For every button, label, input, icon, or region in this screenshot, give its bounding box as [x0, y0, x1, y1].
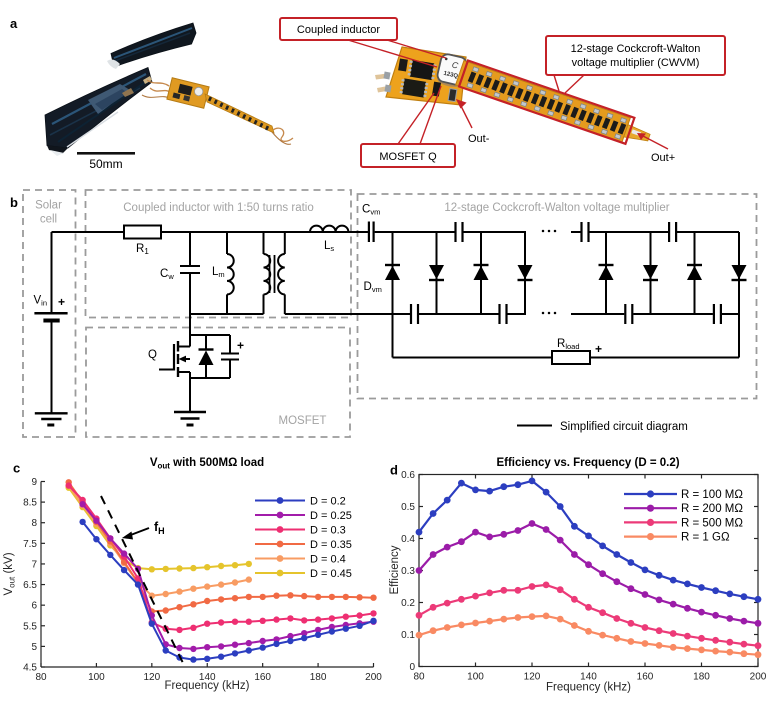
- svg-text:5.5: 5.5: [23, 621, 37, 632]
- svg-text:Frequency (kHz): Frequency (kHz): [165, 680, 250, 692]
- svg-text:Rload: Rload: [557, 338, 580, 351]
- svg-text:0.2: 0.2: [401, 598, 415, 609]
- svg-text:Vin: Vin: [34, 295, 48, 308]
- svg-text:d: d: [390, 463, 398, 478]
- svg-text:voltage multiplier (CWVM): voltage multiplier (CWVM): [572, 57, 700, 69]
- svg-text:100: 100: [467, 672, 484, 683]
- svg-text:Lm: Lm: [212, 266, 225, 279]
- svg-text:a: a: [10, 16, 18, 31]
- svg-text:MOSFET: MOSFET: [279, 415, 327, 427]
- svg-text:R = 1 GΩ: R = 1 GΩ: [681, 532, 730, 544]
- svg-text:D = 0.35: D = 0.35: [310, 539, 352, 551]
- svg-text:Cw: Cw: [160, 268, 174, 281]
- svg-text:180: 180: [693, 672, 710, 683]
- svg-text:fH: fH: [154, 520, 165, 536]
- svg-text:200: 200: [365, 672, 382, 683]
- svg-text:C: C: [451, 60, 460, 71]
- svg-text:R = 200 MΩ: R = 200 MΩ: [681, 503, 743, 515]
- svg-text:D = 0.3: D = 0.3: [310, 525, 346, 537]
- svg-text:Out-: Out-: [468, 133, 490, 145]
- svg-text:b: b: [10, 195, 18, 210]
- svg-text:D = 0.45: D = 0.45: [310, 568, 352, 580]
- svg-text:Vout with 500MΩ load: Vout with 500MΩ load: [150, 457, 264, 471]
- svg-text:0.4: 0.4: [401, 534, 415, 545]
- svg-text:12-stage Cockcroft-Walton: 12-stage Cockcroft-Walton: [571, 43, 701, 55]
- svg-text:100: 100: [88, 672, 105, 683]
- svg-text:Cvm: Cvm: [362, 204, 380, 217]
- svg-text:0: 0: [409, 662, 415, 673]
- svg-text:160: 160: [637, 672, 654, 683]
- svg-text:Coupled inductor: Coupled inductor: [297, 24, 381, 36]
- svg-text:9: 9: [31, 477, 37, 488]
- svg-text:140: 140: [580, 672, 597, 683]
- svg-text:+: +: [237, 339, 244, 353]
- svg-text:0.1: 0.1: [401, 630, 415, 641]
- svg-text:Ls: Ls: [324, 240, 334, 253]
- svg-text:0.6: 0.6: [401, 470, 415, 481]
- svg-text:Efficiency vs. Frequency (D =: Efficiency vs. Frequency (D = 0.2): [496, 457, 679, 469]
- svg-text:D = 0.2: D = 0.2: [310, 496, 346, 508]
- svg-text:D = 0.4: D = 0.4: [310, 554, 346, 566]
- svg-text:160: 160: [254, 672, 271, 683]
- svg-text:200: 200: [750, 672, 767, 683]
- svg-text:5: 5: [31, 642, 37, 653]
- svg-text:Coupled inductor with 1:50 tur: Coupled inductor with 1:50 turns ratio: [123, 202, 314, 214]
- svg-text:R = 100 MΩ: R = 100 MΩ: [681, 489, 743, 501]
- svg-text:Out+: Out+: [651, 152, 675, 164]
- svg-text:80: 80: [35, 672, 47, 683]
- svg-text:8: 8: [31, 518, 37, 529]
- svg-text:Q: Q: [148, 349, 157, 361]
- svg-text:80: 80: [413, 672, 425, 683]
- svg-text:50mm: 50mm: [89, 157, 122, 171]
- svg-text:Frequency (kHz): Frequency (kHz): [546, 682, 631, 694]
- svg-text:cell: cell: [40, 214, 57, 226]
- svg-text:D = 0.25: D = 0.25: [310, 510, 352, 522]
- svg-text:120: 120: [143, 672, 160, 683]
- svg-text:Efficiency: Efficiency: [389, 545, 401, 594]
- svg-text:6.5: 6.5: [23, 580, 37, 591]
- svg-text:Vout (kV): Vout (kV): [3, 552, 17, 595]
- svg-text:Simplified circuit diagram: Simplified circuit diagram: [560, 421, 688, 433]
- svg-text:7: 7: [31, 559, 37, 570]
- svg-text:123Q: 123Q: [443, 71, 459, 80]
- svg-text:7.5: 7.5: [23, 539, 37, 550]
- svg-text:180: 180: [310, 672, 327, 683]
- svg-text:0.3: 0.3: [401, 566, 415, 577]
- svg-text:12-stage Cockcroft-Walton volt: 12-stage Cockcroft-Walton voltage multip…: [444, 202, 669, 214]
- svg-text:Solar: Solar: [35, 200, 62, 212]
- svg-text:6: 6: [31, 601, 37, 612]
- svg-text:R1: R1: [136, 243, 149, 256]
- svg-text:c: c: [13, 461, 20, 476]
- svg-text:R = 500 MΩ: R = 500 MΩ: [681, 517, 743, 529]
- svg-text:8.5: 8.5: [23, 498, 37, 509]
- svg-text:+: +: [58, 295, 65, 309]
- svg-text:0.5: 0.5: [401, 502, 415, 513]
- svg-text:120: 120: [524, 672, 541, 683]
- svg-text:MOSFET Q: MOSFET Q: [379, 151, 437, 163]
- svg-text:+: +: [595, 342, 602, 356]
- svg-text:4.5: 4.5: [23, 663, 37, 674]
- svg-text:140: 140: [199, 672, 216, 683]
- svg-text:Dvm: Dvm: [364, 281, 382, 294]
